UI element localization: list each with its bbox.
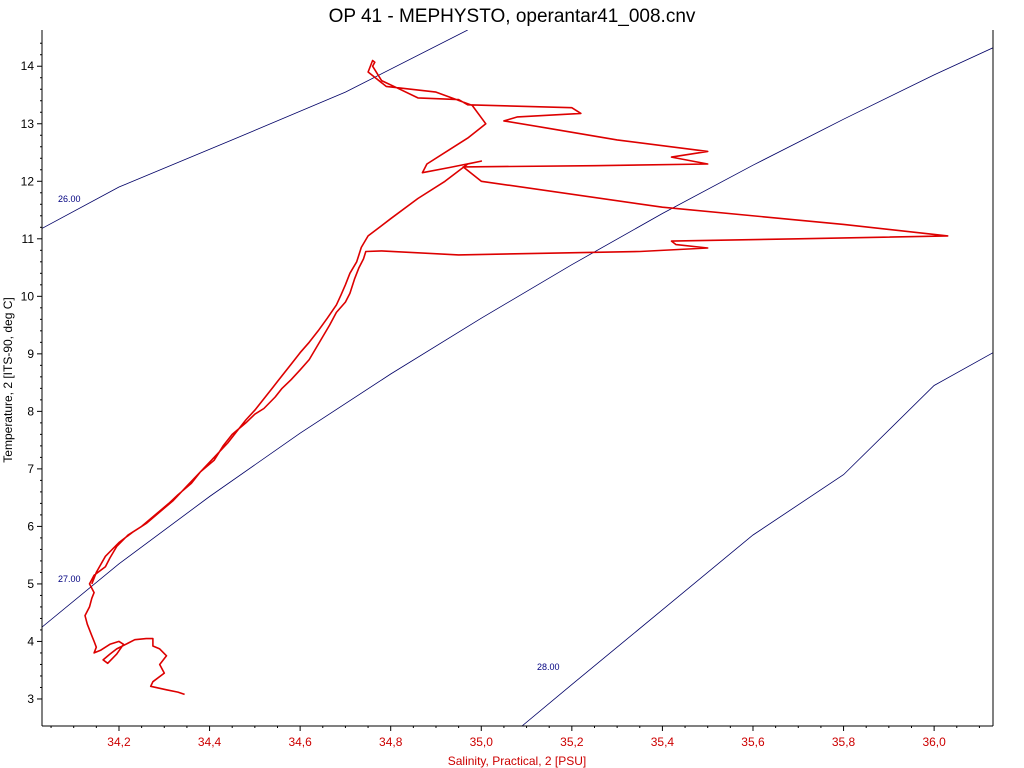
y-tick-label: 7: [27, 462, 34, 476]
isopycnal-line: [42, 47, 993, 628]
x-tick-label: 35,6: [741, 735, 765, 749]
y-tick-label: 6: [27, 519, 34, 533]
isopycnal-line: [521, 352, 993, 726]
y-tick-label: 5: [27, 577, 34, 591]
y-tick-label: 3: [27, 692, 34, 706]
x-tick-label: 35,4: [651, 735, 675, 749]
y-axis-label: Temperature, 2 [ITS-90, deg C]: [1, 297, 15, 462]
isopycnal-layer: [42, 30, 993, 726]
x-tick-label: 35,0: [470, 735, 494, 749]
x-tick-label: 34,4: [198, 735, 222, 749]
isopycnal-label: 27.00: [58, 574, 81, 584]
isopycnal-label: 26.00: [58, 194, 81, 204]
axis-layer: 26.00 27.00 28.00 3 4 5 6 7 8 9 10 11 12 13 14 34,2 34,4…: [21, 30, 994, 749]
isopycnal-line: [42, 30, 468, 229]
y-tick-label: 8: [27, 404, 34, 418]
y-tick-label: 12: [21, 174, 35, 188]
x-axis-label: Salinity, Practical, 2 [PSU]: [448, 754, 587, 768]
plot-layer: [84, 59, 949, 696]
x-tick-label: 34,8: [379, 735, 403, 749]
y-tick-label: 11: [22, 232, 35, 246]
y-tick-label: 14: [21, 59, 35, 73]
ts-profile-line: [84, 59, 949, 696]
x-tick-label: 35,8: [832, 735, 856, 749]
x-tick-label: 34,2: [107, 735, 131, 749]
y-tick-label: 4: [27, 634, 34, 648]
chart-title: OP 41 - MEPHYSTO, operantar41_008.cnv: [329, 6, 696, 27]
x-tick-label: 35,2: [560, 735, 584, 749]
x-tick-label: 36,0: [922, 735, 946, 749]
x-tick-label: 34,6: [288, 735, 312, 749]
y-tick-label: 13: [21, 117, 35, 131]
y-tick-label: 10: [21, 289, 35, 303]
y-tick-label: 9: [27, 347, 34, 361]
isopycnal-label: 28.00: [537, 662, 560, 672]
